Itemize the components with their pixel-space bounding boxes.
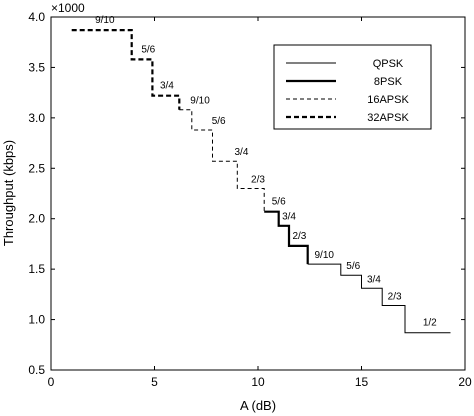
x-tick-label: 15 <box>355 375 369 389</box>
legend-label-8psk: 8PSK <box>374 76 403 88</box>
rate-label: 3/4 <box>282 212 296 223</box>
rate-label: 2/3 <box>292 231 306 242</box>
rate-label: 2/3 <box>251 174 265 185</box>
rate-label: 5/6 <box>141 44 155 55</box>
rate-label: 5/6 <box>346 261 360 272</box>
chart-marks <box>71 29 451 334</box>
series-line-qpsk <box>307 263 451 334</box>
y-tick-label: 1.5 <box>28 262 45 276</box>
y-tick-label: 1.0 <box>28 313 45 327</box>
y-tick-label: 0.5 <box>28 363 45 377</box>
rate-label: 5/6 <box>212 116 226 127</box>
legend: QPSK 8PSK 16APSK 32APSK <box>273 44 432 130</box>
rate-label: 3/4 <box>160 81 174 92</box>
y-tick-label: 4.0 <box>28 10 45 24</box>
y-tick-label: 3.5 <box>28 60 45 74</box>
rate-label: 5/6 <box>272 197 286 208</box>
series-line-8psk <box>264 210 309 265</box>
y-axis-multiplier: ×1000 <box>51 1 85 15</box>
legend-label-qpsk: QPSK <box>373 58 404 70</box>
rate-label: 2/3 <box>388 291 402 302</box>
y-axis-label: Throughput (kbps) <box>1 140 16 246</box>
y-tick-label: 3.0 <box>28 111 45 125</box>
legend-label-16apsk: 16APSK <box>367 94 409 106</box>
series-line-16apsk <box>179 109 265 212</box>
y-axis-ticks: 0.5 1.0 1.5 2.0 2.5 3.0 3.5 4.0 <box>28 10 465 377</box>
x-axis-ticks: 0 5 10 15 20 <box>48 17 472 389</box>
legend-box <box>273 44 432 130</box>
x-tick-label: 0 <box>48 375 55 389</box>
series-line-32apsk <box>71 29 181 110</box>
y-tick-label: 2.5 <box>28 161 45 175</box>
y-tick-label: 2.0 <box>28 212 45 226</box>
x-tick-label: 20 <box>458 375 472 389</box>
rate-annotations: 9/105/63/49/105/63/42/35/63/42/39/105/63… <box>95 15 437 329</box>
x-tick-label: 5 <box>151 375 158 389</box>
x-tick-label: 10 <box>251 375 265 389</box>
rate-label: 3/4 <box>234 147 248 158</box>
legend-label-32apsk: 32APSK <box>367 112 409 124</box>
rate-label: 9/10 <box>95 15 115 26</box>
rate-label: 9/10 <box>315 250 335 261</box>
rate-label: 3/4 <box>367 274 381 285</box>
rate-label: 9/10 <box>190 96 210 107</box>
rate-label: 1/2 <box>423 318 437 329</box>
x-axis-label: A (dB) <box>240 398 276 413</box>
